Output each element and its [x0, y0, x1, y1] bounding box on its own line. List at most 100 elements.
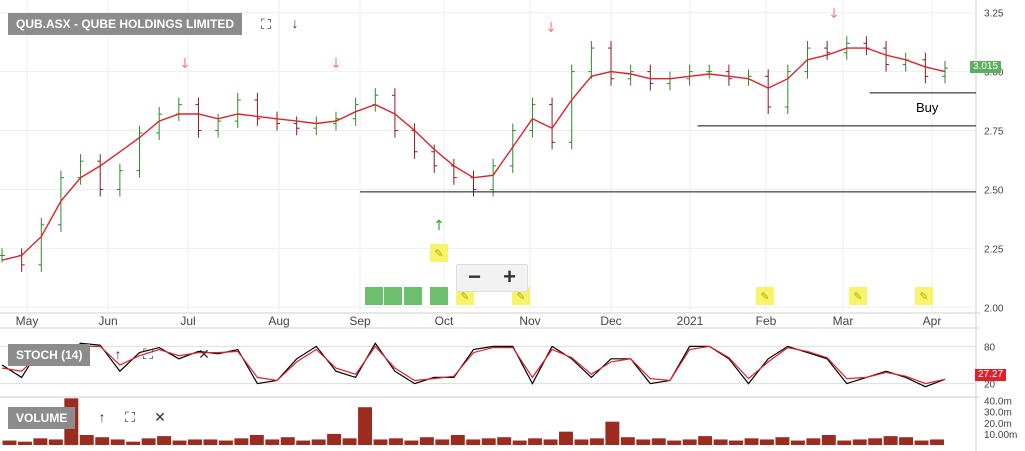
signal-box: [404, 287, 422, 305]
volume-bar: [574, 439, 589, 445]
volume-bar: [636, 439, 651, 445]
volume-bar: [2, 440, 17, 445]
volume-bar: [651, 438, 666, 445]
volume-bar: [157, 436, 172, 445]
volume-bar: [342, 438, 357, 445]
volume-bar: [466, 439, 481, 445]
minus-icon[interactable]: −: [468, 264, 481, 289]
sell-arrow-icon: ↓: [828, 6, 840, 22]
close-icon[interactable]: ✕: [198, 346, 210, 362]
pencil-glyph: ✎: [434, 247, 443, 260]
volume-bar: [790, 440, 805, 445]
plus-icon[interactable]: +: [503, 264, 516, 289]
volume-bar: [141, 438, 156, 445]
volume-bar: [744, 438, 759, 445]
volume-bar: [280, 437, 295, 445]
x-axis-ticks: May Jun Jul Aug Sep Oct Nov Dec 2021 Feb Mar Apr: [16, 314, 942, 328]
x-tick-label: 2021: [677, 314, 704, 328]
volume-bar: [698, 436, 713, 445]
volume-tick-label: 20.0m: [984, 419, 1012, 430]
moving-average-line: [1, 47, 946, 261]
volume-bar: [620, 437, 635, 445]
volume-bar: [559, 431, 573, 445]
buy-annotation: Buy: [916, 100, 939, 115]
pencil-glyph: ✎: [853, 290, 862, 303]
last-price-tag: 3.015: [970, 61, 1002, 73]
volume-bar: [883, 436, 898, 445]
stoch-panel-label: STOCH (14): [8, 344, 91, 366]
x-tick-label: Sep: [349, 314, 371, 328]
pencil-glyph: ✎: [919, 290, 928, 303]
signal-box: [365, 287, 383, 305]
sell-arrow-icon: ↓: [545, 20, 557, 36]
stoch-d-line: [1, 345, 946, 385]
price-bars: [0, 36, 948, 272]
volume-bar: [327, 433, 342, 445]
volume-tick-label: 30.0m: [984, 408, 1012, 419]
x-tick-label: Oct: [435, 314, 454, 328]
volume-bar: [837, 440, 852, 445]
x-tick-label: Aug: [268, 314, 289, 328]
volume-bar: [172, 440, 187, 445]
price-axis-ticks: 2.00 2.25 2.50 2.75 3.00 3.25: [984, 9, 1004, 315]
arrow-up-icon[interactable]: ↑: [98, 409, 106, 425]
volume-panel-label: VOLUME: [8, 407, 76, 429]
x-tick-label: May: [16, 314, 39, 328]
expand-icon[interactable]: ⛶: [261, 16, 271, 32]
volume-bar: [806, 438, 821, 445]
pencil-icon: [849, 287, 867, 305]
volume-bar: [48, 439, 63, 445]
volume-bar: [311, 439, 326, 445]
volume-tick-label: 40.0m: [984, 397, 1012, 408]
volume-bar: [126, 441, 141, 445]
volume-bar: [17, 441, 32, 445]
expand-icon[interactable]: ⛶: [143, 346, 153, 362]
volume-bar: [265, 439, 280, 445]
volume-bar: [373, 439, 388, 445]
pencil-glyph: ✎: [460, 290, 469, 303]
volume-bar: [450, 435, 465, 445]
volume-bar: [203, 439, 218, 445]
expand-icon[interactable]: ⛶: [125, 409, 135, 425]
close-icon[interactable]: ✕: [154, 409, 166, 425]
x-tick-label: Mar: [833, 314, 854, 328]
volume-bar: [914, 440, 929, 445]
x-tick-label: Dec: [600, 314, 621, 328]
price-tick-label: 3.25: [984, 9, 1004, 20]
volume-bar: [358, 407, 373, 445]
volume-bar: [821, 435, 836, 445]
arrow-up-icon[interactable]: ↑: [114, 346, 122, 362]
volume-bar: [528, 438, 543, 445]
volume-bar: [667, 440, 682, 445]
x-tick-label: Jun: [98, 314, 117, 328]
sell-arrow-icon: ↓: [330, 56, 342, 72]
zoom-control: − +: [456, 264, 528, 292]
pencil-icon: [756, 287, 774, 305]
volume-bar: [110, 439, 125, 445]
x-tick-label: Nov: [519, 314, 540, 328]
volume-bar: [435, 439, 450, 445]
volume-bar: [713, 439, 728, 445]
volume-bar: [249, 435, 264, 445]
pencil-icon: [430, 244, 448, 262]
x-tick-label: Apr: [923, 314, 942, 328]
volume-bar: [296, 440, 311, 445]
symbol-title: QUB.ASX - QUBE HOLDINGS LIMITED: [8, 13, 243, 35]
volume-tick-label: 10.00m: [984, 430, 1017, 441]
stoch-k-line: [1, 342, 946, 388]
volume-bar: [759, 439, 774, 445]
volume-bar: [33, 438, 48, 445]
volume-bar: [79, 435, 94, 445]
arrow-down-icon[interactable]: ↓: [291, 15, 299, 31]
volume-bar: [234, 438, 249, 445]
horizontal-lines: [360, 92, 976, 193]
volume-bar: [419, 437, 434, 445]
price-tick-label: 3.00: [984, 68, 1004, 79]
volume-bar: [605, 421, 620, 445]
event-markers: ↓ ↓ ↓ ↓ ↑ ✎ ✎ ✎ ✎ ✎ ✎: [179, 6, 933, 305]
signal-box: [430, 287, 448, 305]
stoch-last-tag: 27.27: [975, 369, 1007, 381]
